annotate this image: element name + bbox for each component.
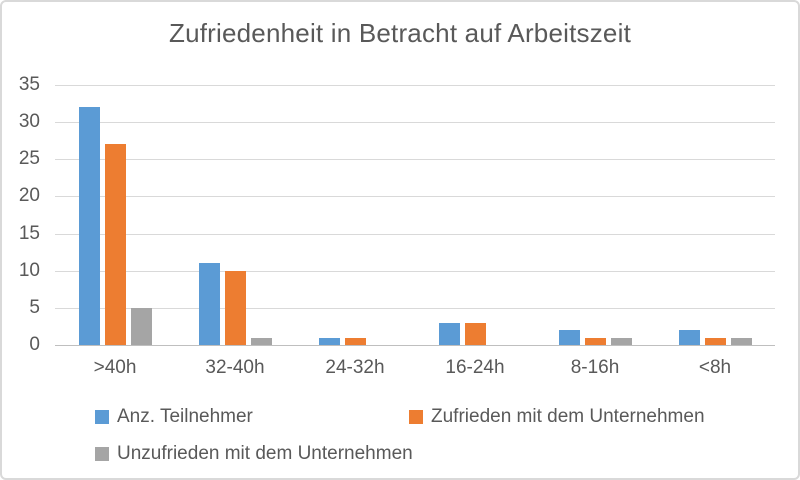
bar (678, 330, 700, 345)
y-tick-label: 35 (18, 74, 40, 95)
bar-group (655, 85, 775, 345)
bar (198, 263, 220, 345)
bar-group (295, 85, 415, 345)
bar (224, 270, 246, 345)
legend-swatch-icon (95, 447, 109, 461)
legend-label: Zufrieden mit dem Unternehmen (431, 406, 705, 427)
gridline (55, 85, 775, 86)
legend-item: Unzufrieden mit dem Unternehmen (95, 442, 413, 466)
legend-label: Anz. Teilnehmer (117, 406, 253, 427)
gridline (55, 159, 775, 161)
bar (250, 337, 272, 345)
x-tick-label: 16-24h (445, 357, 505, 378)
bar-group (535, 85, 655, 345)
gridline (55, 270, 775, 272)
legend-label: Unzufrieden mit dem Unternehmen (117, 443, 413, 464)
y-tick-label: 15 (18, 222, 40, 244)
bar (704, 337, 726, 345)
bar-groups (55, 85, 775, 345)
gridline (55, 196, 775, 198)
y-tick-label: 25 (18, 148, 40, 170)
x-tick-label: <8h (698, 357, 732, 378)
bar (584, 337, 606, 345)
bar (130, 307, 152, 345)
gridline (55, 233, 775, 235)
x-tick-label: >40h (93, 357, 137, 378)
legend-swatch-icon (95, 410, 109, 424)
bar (464, 322, 486, 345)
bar (610, 337, 632, 345)
chart-title: Zufriedenheit in Betracht auf Arbeitszei… (168, 18, 631, 48)
bar (78, 107, 100, 345)
y-tick-label: 20 (18, 185, 40, 207)
legend-item: Anz. Teilnehmer (95, 405, 253, 429)
bar (438, 322, 460, 345)
y-tick-label: 30 (18, 111, 40, 133)
legend-swatch-icon (409, 410, 423, 424)
bar-group (415, 85, 535, 345)
bar (318, 337, 340, 345)
x-tick-label: 24-32h (325, 357, 385, 378)
bar-group (55, 85, 175, 345)
gridline (55, 307, 775, 309)
bar (344, 337, 366, 345)
legend-item: Zufrieden mit dem Unternehmen (409, 405, 705, 429)
bar (730, 337, 752, 345)
y-tick-label: 10 (18, 259, 40, 281)
x-tick-label: 8-16h (570, 357, 620, 378)
bar (104, 144, 126, 345)
x-axis-line (55, 345, 775, 346)
y-tick-label: 5 (29, 296, 40, 318)
plot-area (55, 85, 775, 346)
y-tick-label: 0 (29, 334, 40, 355)
bar-group (175, 85, 295, 345)
bar (558, 330, 580, 345)
gridline (55, 122, 775, 124)
x-tick-label: 32-40h (205, 357, 265, 378)
